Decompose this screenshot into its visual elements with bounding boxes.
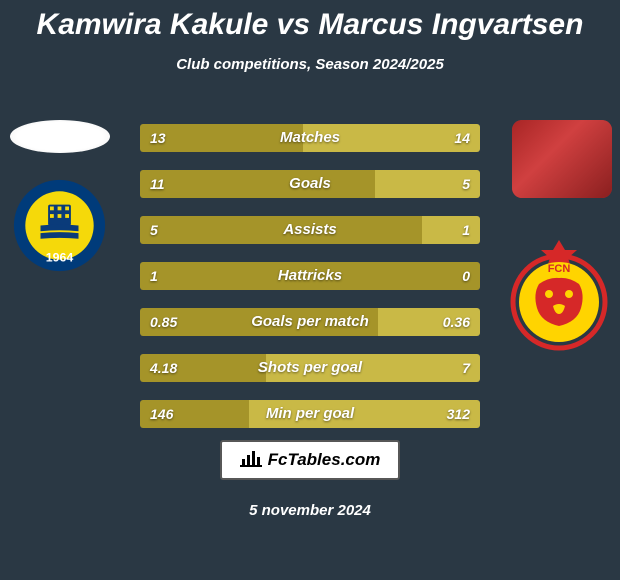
- stat-value-left: 5: [150, 216, 158, 244]
- stat-row: Goals per match0.85 0.36: [140, 308, 480, 336]
- stat-label: Min per goal: [140, 400, 480, 428]
- stat-label: Goals per match: [140, 308, 480, 336]
- stat-value-left: 0.85: [150, 308, 177, 336]
- svg-text:1964: 1964: [46, 251, 74, 265]
- stat-value-right: 1: [462, 216, 470, 244]
- stats-comparison-bars: Matches1314Goals115Assists51Hattricks10G…: [140, 124, 480, 446]
- footer-date: 5 november 2024: [0, 502, 620, 519]
- player-photo-right: [512, 120, 612, 198]
- stat-value-left: 11: [150, 170, 165, 198]
- stat-row: Min per goal146 312: [140, 400, 480, 428]
- svg-text:FCN: FCN: [548, 263, 571, 275]
- stat-value-left: 4.18: [150, 354, 177, 382]
- stat-label: Assists: [140, 216, 480, 244]
- club-logo-left: 1964: [12, 178, 107, 273]
- stat-label: Matches: [140, 124, 480, 152]
- stat-value-left: 1: [150, 262, 158, 290]
- stat-value-right: 0.36: [443, 308, 470, 336]
- stat-row: Shots per goal4.18 7: [140, 354, 480, 382]
- stat-label: Shots per goal: [140, 354, 480, 382]
- stat-row: Hattricks1 0: [140, 262, 480, 290]
- fctables-label: FcTables.com: [268, 450, 381, 470]
- stat-value-left: 13: [150, 124, 166, 152]
- stat-label: Hattricks: [140, 262, 480, 290]
- stat-row: Assists5 1: [140, 216, 480, 244]
- stat-row: Goals11 5: [140, 170, 480, 198]
- stat-value-right: 14: [454, 124, 470, 152]
- stat-value-right: 5: [462, 170, 470, 198]
- stat-value-right: 7: [462, 354, 470, 382]
- club-logo-right: FCN: [507, 222, 612, 352]
- stat-row: Matches13 14: [140, 124, 480, 152]
- comparison-title: Kamwira Kakule vs Marcus Ingvartsen: [0, 0, 620, 42]
- player-photo-left: [10, 120, 110, 153]
- fctables-chart-icon: [240, 449, 262, 472]
- stat-value-right: 312: [447, 400, 470, 428]
- stat-value-left: 146: [150, 400, 173, 428]
- stat-label: Goals: [140, 170, 480, 198]
- stat-value-right: 0: [462, 262, 470, 290]
- comparison-subtitle: Club competitions, Season 2024/2025: [0, 56, 620, 73]
- fctables-badge[interactable]: FcTables.com: [220, 440, 400, 480]
